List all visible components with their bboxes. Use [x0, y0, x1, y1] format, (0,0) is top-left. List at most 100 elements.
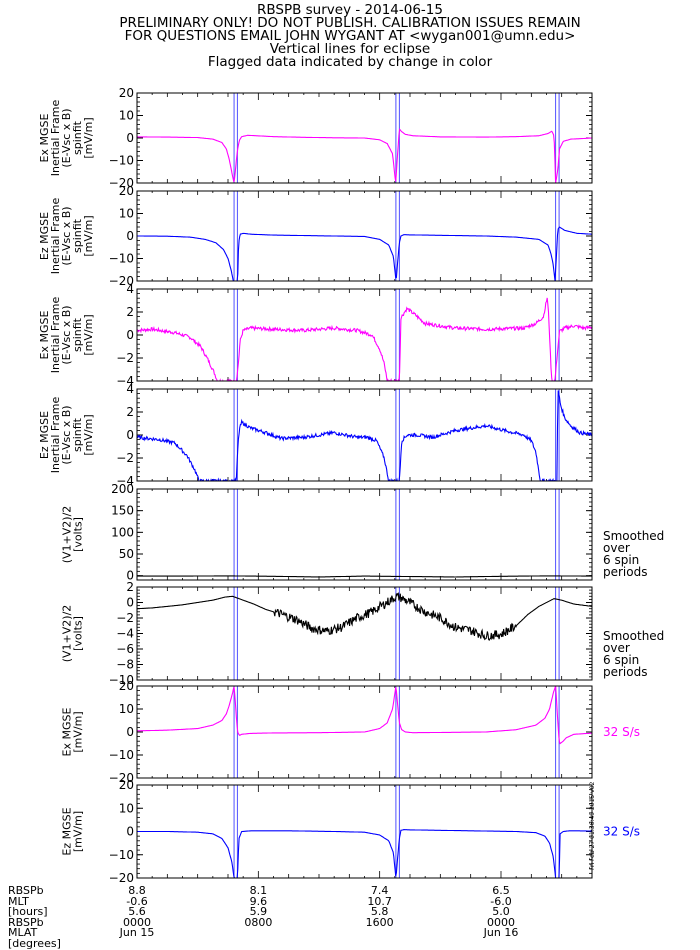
series-line — [137, 686, 592, 745]
y-tick-label: 20 — [119, 778, 134, 792]
series-line — [137, 390, 592, 481]
y-tick-label: 200 — [111, 482, 134, 496]
panel-note: Smoothed — [603, 629, 664, 643]
series-line — [137, 297, 592, 381]
y-axis-label: Inertial Frame — [49, 100, 62, 177]
y-tick-label: 2 — [126, 580, 134, 594]
panel-6: 2 0−2 −4−6 −8−10 (V1+V2)/2[volts] Smoothedove… — [61, 580, 665, 687]
y-tick-label: −4 — [116, 627, 134, 641]
y-tick-label: −2 — [116, 351, 134, 365]
y-tick-label: −10 — [109, 848, 134, 862]
y-axis-label: Inertial Frame — [49, 397, 62, 474]
y-tick-label: 2 — [126, 405, 134, 419]
y-tick-label: 0 — [126, 569, 134, 583]
y-axis-label: [mV/m] — [82, 314, 95, 355]
panel-frame — [136, 288, 593, 382]
y-tick-label: −10 — [109, 673, 134, 687]
y-axis-label: [mV/m] — [72, 711, 85, 752]
panel-frame — [136, 685, 593, 779]
y-tick-label: 50 — [119, 547, 134, 561]
y-tick-label: 0 — [126, 229, 134, 243]
y-axis-label: [volts] — [72, 616, 85, 651]
y-tick-label: −4 — [116, 474, 134, 488]
y-tick-label: −20 — [109, 871, 134, 885]
panel-frame — [136, 190, 593, 282]
y-axis-label: Ex MGSE — [38, 310, 51, 359]
panel-note: periods — [603, 565, 647, 579]
panel-note: 6 spin — [603, 653, 639, 667]
series-line — [137, 128, 592, 183]
y-tick-label: 10 — [119, 207, 134, 221]
y-axis-label: (E-Vsc x B) — [60, 405, 73, 464]
version-stamp: Fri Feb 27 01:36:49 2015 v02 — [589, 781, 596, 870]
y-axis-label: Inertial Frame — [49, 297, 62, 374]
header-flag-note: Flagged data indicated by change in colo… — [207, 54, 493, 70]
y-axis-label: Inertial Frame — [49, 198, 62, 275]
y-tick-label: 150 — [111, 504, 134, 518]
y-axis-label: Ex MGSE — [61, 707, 74, 756]
panel-note: periods — [603, 665, 647, 679]
series-line — [137, 575, 592, 578]
panel-note: 32 S/s — [603, 725, 640, 739]
header-warning: PRELIMINARY ONLY! DO NOT PUBLISH. CALIBR… — [119, 15, 581, 31]
y-tick-label: 10 — [119, 109, 134, 123]
panel-frame — [136, 388, 593, 482]
panel-7: 20 10 0 −10 −20 Ex MGSE[mV/m] 32 S/s — [61, 679, 641, 785]
y-tick-label: 20 — [119, 679, 134, 693]
y-tick-label: −8 — [116, 658, 134, 672]
series-line — [137, 226, 592, 281]
y-axis-label: Ex MGSE — [38, 113, 51, 162]
y-tick-label: 100 — [111, 525, 134, 539]
panel-5: 200 150 100 50 0 (V1+V2)/2[volts] Smoothedover… — [61, 482, 665, 583]
y-axis-label: [mV/m] — [72, 811, 85, 852]
y-tick-label: −20 — [109, 274, 134, 288]
panel-8: 20 10 0 −10 −20 Ez MGSE[mV/m] 32 S/s — [61, 778, 641, 885]
y-tick-label: 4 — [126, 282, 134, 296]
y-axis-label: spinfit — [71, 417, 84, 452]
series-line — [137, 829, 592, 878]
panel-note: 6 spin — [603, 553, 639, 567]
y-axis-label: spinfit — [71, 317, 84, 352]
panel-note: over — [603, 641, 630, 655]
header-contact: FOR QUESTIONS EMAIL JOHN WYGANT AT <wyga… — [124, 28, 576, 44]
y-tick-label: 0 — [126, 596, 134, 610]
y-tick-label: −2 — [116, 451, 134, 465]
header-title: RBSPB survey - 2014-06-15 — [256, 2, 443, 18]
panel-frame — [136, 92, 593, 184]
y-tick-label: −10 — [109, 252, 134, 266]
y-axis-label: spinfit — [71, 120, 84, 155]
y-tick-label: 10 — [119, 801, 134, 815]
panel-note: Smoothed — [603, 529, 664, 543]
y-tick-label: −4 — [116, 374, 134, 388]
y-axis-label: (E-Vsc x B) — [60, 305, 73, 364]
y-tick-label: −10 — [109, 748, 134, 762]
y-tick-label: 0 — [126, 725, 134, 739]
y-axis-label: (V1+V2)/2 — [61, 506, 74, 564]
y-axis-label: Ez MGSE — [38, 212, 51, 260]
y-tick-label: −20 — [109, 771, 134, 785]
y-tick-label: 20 — [119, 184, 134, 198]
plot-header: RBSPB survey - 2014-06-15 PRELIMINARY ON… — [0, 2, 700, 70]
y-tick-label: −2 — [116, 611, 134, 625]
y-axis-label: [mV/m] — [82, 117, 95, 158]
y-tick-label: −20 — [109, 176, 134, 190]
y-tick-label: 0 — [126, 131, 134, 145]
panel-frame — [136, 784, 593, 879]
y-tick-label: 2 — [126, 305, 134, 319]
y-tick-label: 0 — [126, 825, 134, 839]
y-axis-label: spinfit — [71, 218, 84, 253]
panel-note: over — [603, 541, 630, 555]
y-tick-label: 10 — [119, 702, 134, 716]
y-tick-label: 0 — [126, 428, 134, 442]
y-tick-label: −10 — [109, 154, 134, 168]
y-axis-label: [mV/m] — [82, 414, 95, 455]
y-axis-label: [volts] — [72, 517, 85, 552]
y-tick-label: 20 — [119, 86, 134, 100]
y-axis-label: Ez MGSE — [61, 807, 74, 855]
panel-frame — [136, 488, 593, 581]
header-eclipse-note: Vertical lines for eclipse — [269, 41, 431, 57]
